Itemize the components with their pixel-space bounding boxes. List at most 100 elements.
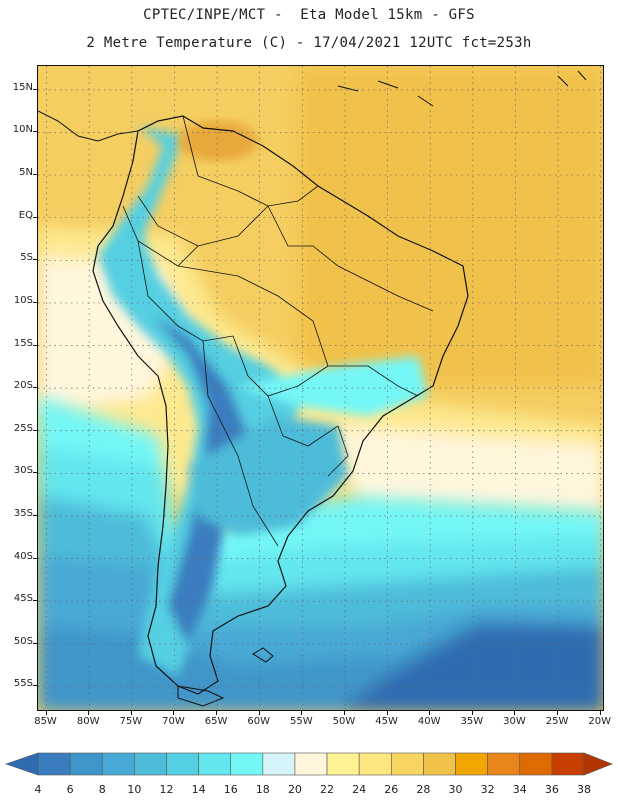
latitude-tick	[33, 88, 37, 90]
colorbar-swatch	[166, 752, 199, 776]
longitude-tick	[45, 711, 47, 715]
colorbar-swatch	[455, 752, 488, 776]
longitude-label: 35W	[460, 716, 484, 727]
temperature-colorbar	[5, 752, 613, 776]
latitude-tick	[33, 472, 37, 474]
country-borders	[122, 115, 434, 547]
temperature-field	[38, 66, 603, 710]
atlantic-pale-band	[338, 426, 603, 516]
latitude-label: 55S	[13, 678, 33, 690]
colorbar-level-label: 8	[98, 783, 106, 796]
map-title: CPTEC/INPE/MCT - Eta Model 15km - GFS	[143, 7, 475, 23]
colorbar-level-label: 36	[544, 783, 559, 796]
colorbar-level-label: 34	[512, 783, 527, 796]
longitude-label: 80W	[76, 716, 100, 727]
temperature-map	[37, 65, 604, 711]
latitude-label: 50S	[13, 635, 33, 647]
longitude-tick	[429, 711, 431, 715]
colorbar-swatch	[326, 752, 360, 776]
latitude-tick	[33, 131, 37, 133]
colorbar-level-label: 32	[480, 783, 495, 796]
latitude-label: EQ	[18, 209, 33, 221]
longitude-label: 70W	[162, 716, 185, 727]
latitude-tick	[33, 387, 37, 389]
longitude-label: 45W	[375, 716, 398, 727]
latitude-label: 15N	[12, 81, 33, 93]
longitude-label: 85W	[34, 716, 57, 727]
latitude-tick	[33, 514, 37, 516]
longitude-label: 60W	[247, 716, 270, 727]
longitude-tick	[301, 711, 303, 715]
caribbean-islands	[337, 70, 587, 107]
colorbar-level-label: 12	[159, 783, 174, 796]
colorbar-swatch	[262, 752, 296, 776]
andes-cool-ridge	[98, 126, 308, 676]
longitude-tick	[216, 711, 218, 715]
colorbar-swatch	[551, 752, 585, 776]
latitude-tick	[33, 259, 37, 261]
latitude-label: 45S	[13, 593, 33, 605]
latitude-tick	[33, 174, 37, 176]
colorbar-level-label: 16	[223, 783, 238, 796]
longitude-tick	[557, 711, 559, 715]
latitude-tick	[33, 642, 37, 644]
colorbar-level-label: 18	[255, 783, 270, 796]
colorbar-swatch	[358, 752, 392, 776]
colorbar-swatch	[101, 752, 135, 776]
longitude-label: 20W	[588, 716, 612, 727]
colorbar-level-label: 20	[287, 783, 302, 796]
latitude-label: 25S	[13, 422, 33, 434]
colorbar-swatch	[69, 752, 103, 776]
colorbar-swatch	[519, 752, 553, 776]
colorbar-level-label: 22	[320, 783, 335, 796]
longitude-tick	[173, 711, 175, 715]
venezuela-hotspot	[178, 121, 258, 161]
latitude-label: 30S	[13, 465, 33, 477]
latitude-tick	[33, 344, 37, 346]
latitude-label: 10N	[12, 124, 33, 136]
latitude-label: 15S	[13, 337, 33, 349]
longitude-tick	[343, 711, 345, 715]
longitude-tick	[514, 711, 516, 715]
colorbar-swatch	[37, 752, 71, 776]
south-america-coastline	[92, 115, 469, 695]
colorbar-swatch	[230, 752, 264, 776]
latitude-tick	[33, 216, 37, 218]
latitude-label: 5S	[20, 252, 33, 264]
colorbar-swatch	[390, 752, 424, 776]
colorbar-swatch	[198, 752, 232, 776]
longitude-tick	[130, 711, 132, 715]
latitude-tick	[33, 685, 37, 687]
latitude-tick	[33, 557, 37, 559]
colorbar-level-label: 38	[577, 783, 591, 796]
colorbar-level-label: 24	[352, 783, 367, 796]
central-america-coastline	[38, 110, 139, 142]
cold-band-4	[340, 626, 603, 710]
latitude-label: 40S	[13, 550, 33, 562]
longitude-label: 40W	[417, 716, 441, 727]
colorbar-level-label: 30	[448, 783, 463, 796]
colorbar-level-label: 10	[127, 783, 142, 796]
latitude-label: 20S	[13, 380, 33, 392]
latitude-label: 10S	[13, 294, 33, 306]
colorbar-level-label: 4	[34, 783, 42, 796]
atlantic-warm-region	[298, 66, 603, 386]
latitude-tick	[33, 600, 37, 602]
colorbar-swatch	[294, 752, 328, 776]
colorbar-swatch	[487, 752, 521, 776]
colorbar-low-extension	[5, 752, 39, 776]
longitude-label: 75W	[119, 716, 143, 727]
longitude-label: 30W	[503, 716, 526, 727]
southeast-brazil-cool	[238, 356, 428, 416]
colorbar-swatch	[134, 752, 167, 776]
tierra-del-fuego	[177, 685, 225, 707]
latitude-label: 35S	[13, 507, 33, 519]
longitude-tick	[258, 711, 260, 715]
colorbar-level-label: 28	[416, 783, 431, 796]
longitude-tick	[471, 711, 473, 715]
latitude-label: 5N	[19, 167, 33, 179]
longitude-label: 65W	[204, 716, 228, 727]
map-subtitle: 2 Metre Temperature (C) - 17/04/2021 12U…	[86, 35, 532, 51]
colorbar-level-label: 26	[384, 783, 399, 796]
longitude-tick	[88, 711, 90, 715]
